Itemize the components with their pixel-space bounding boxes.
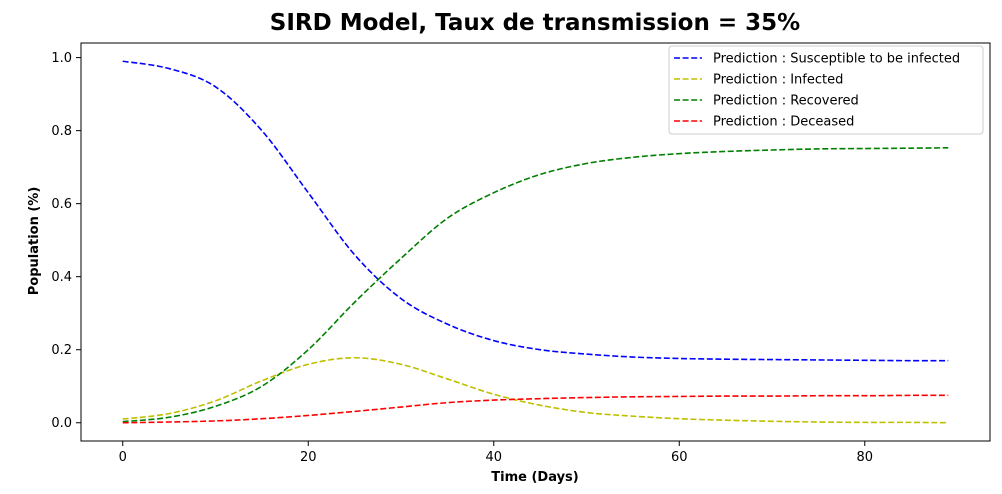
legend: Prediction : Susceptible to be infected P… (668, 45, 984, 135)
y-tick-label: 0.4 (51, 270, 72, 285)
legend-entry-susceptible: Prediction : Susceptible to be infected (713, 52, 960, 67)
legend-entry-infected: Prediction : Infected (713, 73, 843, 88)
series-lines (122, 60, 949, 424)
x-axis-label: Time (Days) (491, 470, 578, 485)
x-tick-label: 0 (119, 450, 127, 465)
y-axis-label: Population (%) (27, 187, 42, 296)
x-tick-label: 80 (857, 450, 874, 465)
legend-box (668, 45, 984, 135)
chart-title: SIRD Model, Taux de transmission = 35% (270, 10, 800, 36)
x-tick-label: 40 (485, 450, 502, 465)
legend-entry-recovered: Prediction : Recovered (713, 94, 859, 109)
y-axis: 0.0 0.2 0.4 0.6 0.8 1.0 (51, 51, 81, 431)
series-line-infected (122, 356, 949, 424)
y-tick-label: 0.2 (51, 343, 72, 358)
y-tick-label: 1.0 (51, 51, 72, 66)
x-axis: 0 20 40 60 80 (119, 441, 873, 465)
x-tick-label: 20 (300, 450, 317, 465)
x-tick-label: 60 (671, 450, 688, 465)
y-tick-label: 0.8 (51, 124, 72, 139)
legend-entry-deceased: Prediction : Deceased (713, 115, 854, 130)
series-line-deceased (122, 394, 949, 424)
series-line-recovered (122, 146, 949, 423)
y-tick-label: 0.6 (51, 197, 72, 212)
y-tick-label: 0.0 (51, 416, 72, 431)
